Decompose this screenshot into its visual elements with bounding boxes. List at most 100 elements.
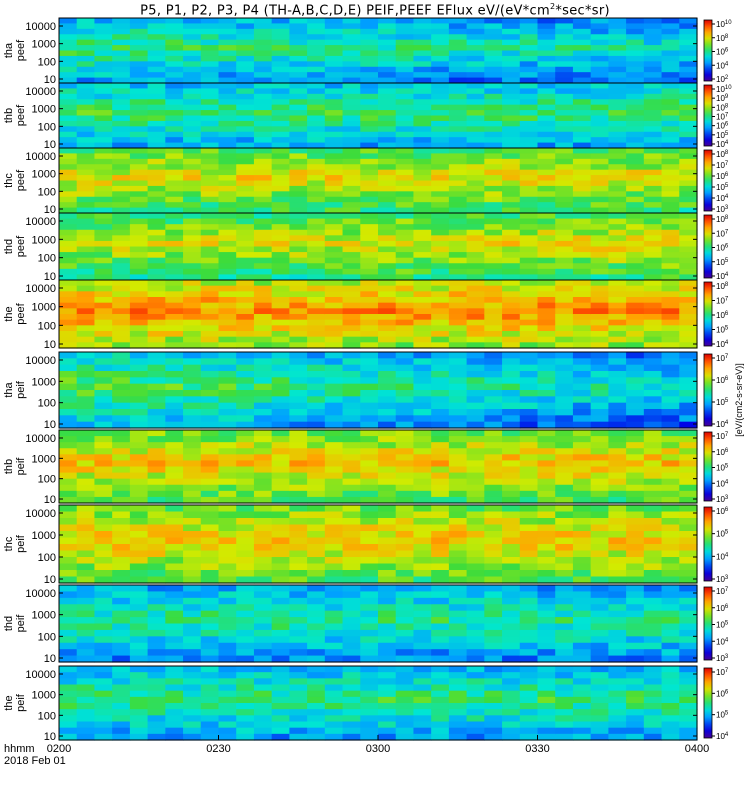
- y-tick-label: 10000: [25, 669, 56, 681]
- y-tick-label: 100: [38, 253, 56, 265]
- panel-tha-peef: 10 100 1000 10000 tha peef 102 104 106 108 1010: [3, 17, 732, 86]
- y-tick-label: 100: [38, 398, 56, 410]
- y-tick-label: 10000: [25, 588, 56, 600]
- colorbar-tick-label: 108: [716, 150, 729, 159]
- colorbar: [703, 431, 713, 502]
- colorbar-tick-label: 107: [716, 113, 729, 122]
- y-tick-label: 10000: [25, 216, 56, 228]
- panel-frame: [58, 429, 698, 504]
- panel-thd-peif: 10 100 1000 10000 thd peif 103 104 105 106 107: [3, 584, 729, 665]
- y-tick-label: 1000: [32, 376, 56, 388]
- colorbar-tick-label: 106: [716, 507, 729, 516]
- y-tick-label: 10000: [25, 433, 56, 445]
- y-tick-label: 10: [44, 271, 56, 283]
- panel-the-peif: 10 100 1000 10000 the peif 104 105 106 107: [3, 665, 729, 743]
- colorbar: [703, 586, 713, 661]
- colorbar-tick-label: 104: [716, 552, 729, 561]
- x-tick-label: 0300: [366, 743, 390, 755]
- y-tick-label: 1000: [32, 234, 56, 246]
- colorbar: [703, 84, 713, 147]
- y-tick-label: 100: [38, 631, 56, 643]
- y-tick-label: 10: [44, 419, 56, 431]
- colorbar-tick-label: 106: [716, 604, 729, 613]
- panel-label: the: [3, 306, 15, 321]
- colorbar-tick-label: 105: [716, 398, 729, 407]
- panel-frame: [58, 279, 698, 349]
- colorbar-tick-label: 108: [716, 34, 729, 43]
- y-tick-label: 1000: [32, 104, 56, 116]
- colorbar-tick-label: 106: [716, 376, 729, 385]
- colorbar: [703, 667, 713, 739]
- colorbar-tick-label: 105: [716, 621, 729, 630]
- colorbar: [703, 506, 713, 582]
- colorbar-tick-label: 104: [716, 61, 729, 70]
- y-tick-label: 100: [38, 320, 56, 332]
- colorbar-tick-label: 106: [716, 689, 729, 698]
- colorbar-tick-label: 107: [716, 161, 729, 170]
- panel-label: peif: [15, 457, 27, 476]
- y-tick-label: 100: [38, 474, 56, 486]
- colorbar-tick-label: 108: [716, 103, 729, 112]
- colorbar-tick-label: 106: [716, 122, 729, 131]
- y-tick-label: 10000: [25, 86, 56, 98]
- colorbar-tick-label: 107: [716, 354, 729, 363]
- y-tick-label: 10: [44, 74, 56, 86]
- x-tick-label: 0230: [206, 743, 230, 755]
- colorbar-tick-label: 104: [716, 637, 729, 646]
- colorbar: [703, 19, 713, 82]
- y-tick-label: 100: [38, 710, 56, 722]
- colorbar: [703, 353, 713, 427]
- colorbar-tick-label: 109: [716, 94, 729, 103]
- colorbar-tick-label: 103: [716, 495, 729, 504]
- colorbar: [703, 281, 713, 347]
- colorbar-tick-label: 102: [716, 75, 729, 84]
- colorbar-tick-label: 104: [716, 420, 729, 429]
- panel-label: thb: [3, 108, 15, 123]
- colorbar-tick-label: 104: [716, 272, 729, 281]
- y-tick-label: 10: [44, 574, 56, 586]
- colorbar-tick-label: 104: [716, 140, 729, 149]
- panel-frame: [58, 351, 698, 429]
- colorbar-tick-label: 108: [716, 282, 729, 291]
- y-tick-label: 1000: [32, 39, 56, 51]
- colorbar-tick-label: 1010: [716, 85, 732, 94]
- colorbar-tick-label: 107: [716, 668, 729, 677]
- colorbar-tick-label: 103: [716, 654, 729, 663]
- y-tick-label: 10: [44, 339, 56, 351]
- colorbar-tick-label: 107: [716, 432, 729, 441]
- chart-title: P5, P1, P2, P3, P4 (TH-A,B,C,D,E) PEIF,P…: [140, 2, 610, 19]
- x-tick-label: 0330: [525, 743, 549, 755]
- panel-label: peif: [15, 614, 27, 633]
- panel-label: peef: [15, 104, 27, 126]
- y-tick-label: 10: [44, 494, 56, 506]
- colorbar-tick-label: 104: [716, 732, 729, 741]
- panel-label: peef: [15, 235, 27, 257]
- panel-thb-peif: 10 100 1000 10000 thb peif 103 104 105 106 107: [3, 429, 729, 506]
- colorbar-tick-label: 107: [716, 587, 729, 596]
- panel-frame: [58, 584, 698, 663]
- panel-label: peif: [15, 534, 27, 553]
- panel-label: peef: [15, 302, 27, 324]
- panel-thd-peef: 10 100 1000 10000 thd peef 104 105 106 107 108: [3, 212, 729, 283]
- colorbar-tick-label: 104: [716, 340, 729, 349]
- y-tick-label: 100: [38, 186, 56, 198]
- panel-thc-peef: 10 100 1000 10000 thc peef 103 104 105 106 107 108: [3, 147, 729, 216]
- colorbar-tick-label: 105: [716, 530, 729, 539]
- y-tick-label: 10000: [25, 355, 56, 367]
- panel-label: the: [3, 695, 15, 710]
- y-tick-label: 1000: [32, 169, 56, 181]
- y-tick-label: 100: [38, 552, 56, 564]
- y-tick-label: 10000: [25, 508, 56, 520]
- y-tick-label: 10000: [25, 151, 56, 163]
- colorbar-tick-label: 107: [716, 297, 729, 306]
- y-tick-label: 10000: [25, 21, 56, 33]
- colorbar-tick-label: 1010: [716, 20, 732, 29]
- panel-label: peif: [15, 380, 27, 399]
- colorbar-tick-label: 106: [716, 244, 729, 253]
- colorbar-label: [eV/(cm2-s-sr-eV)]: [734, 363, 744, 437]
- panel-label: thd: [3, 239, 15, 254]
- x-unit-label: hhmm: [4, 743, 35, 755]
- y-tick-label: 1000: [32, 610, 56, 622]
- panel-thb-peef: 10 100 1000 10000 thb peef 1041051061071081091…: [3, 82, 732, 151]
